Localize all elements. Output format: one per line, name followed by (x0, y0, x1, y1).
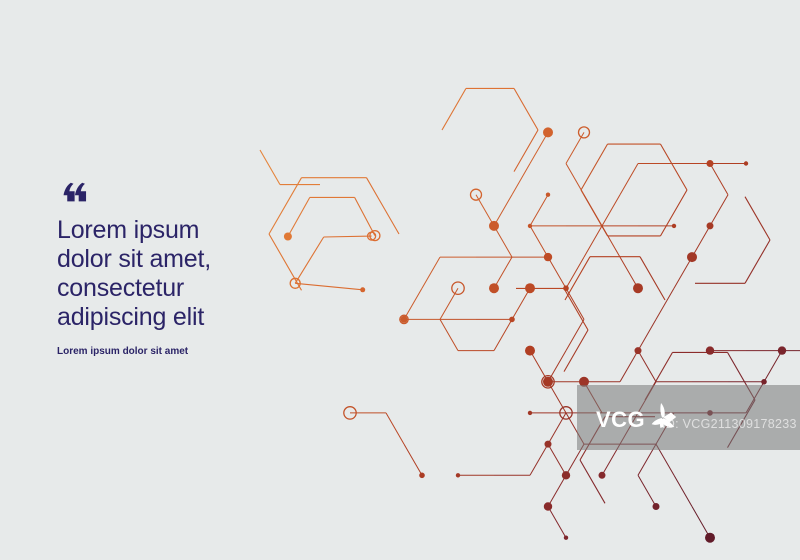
svg-text:VCG: VCG (596, 407, 645, 432)
